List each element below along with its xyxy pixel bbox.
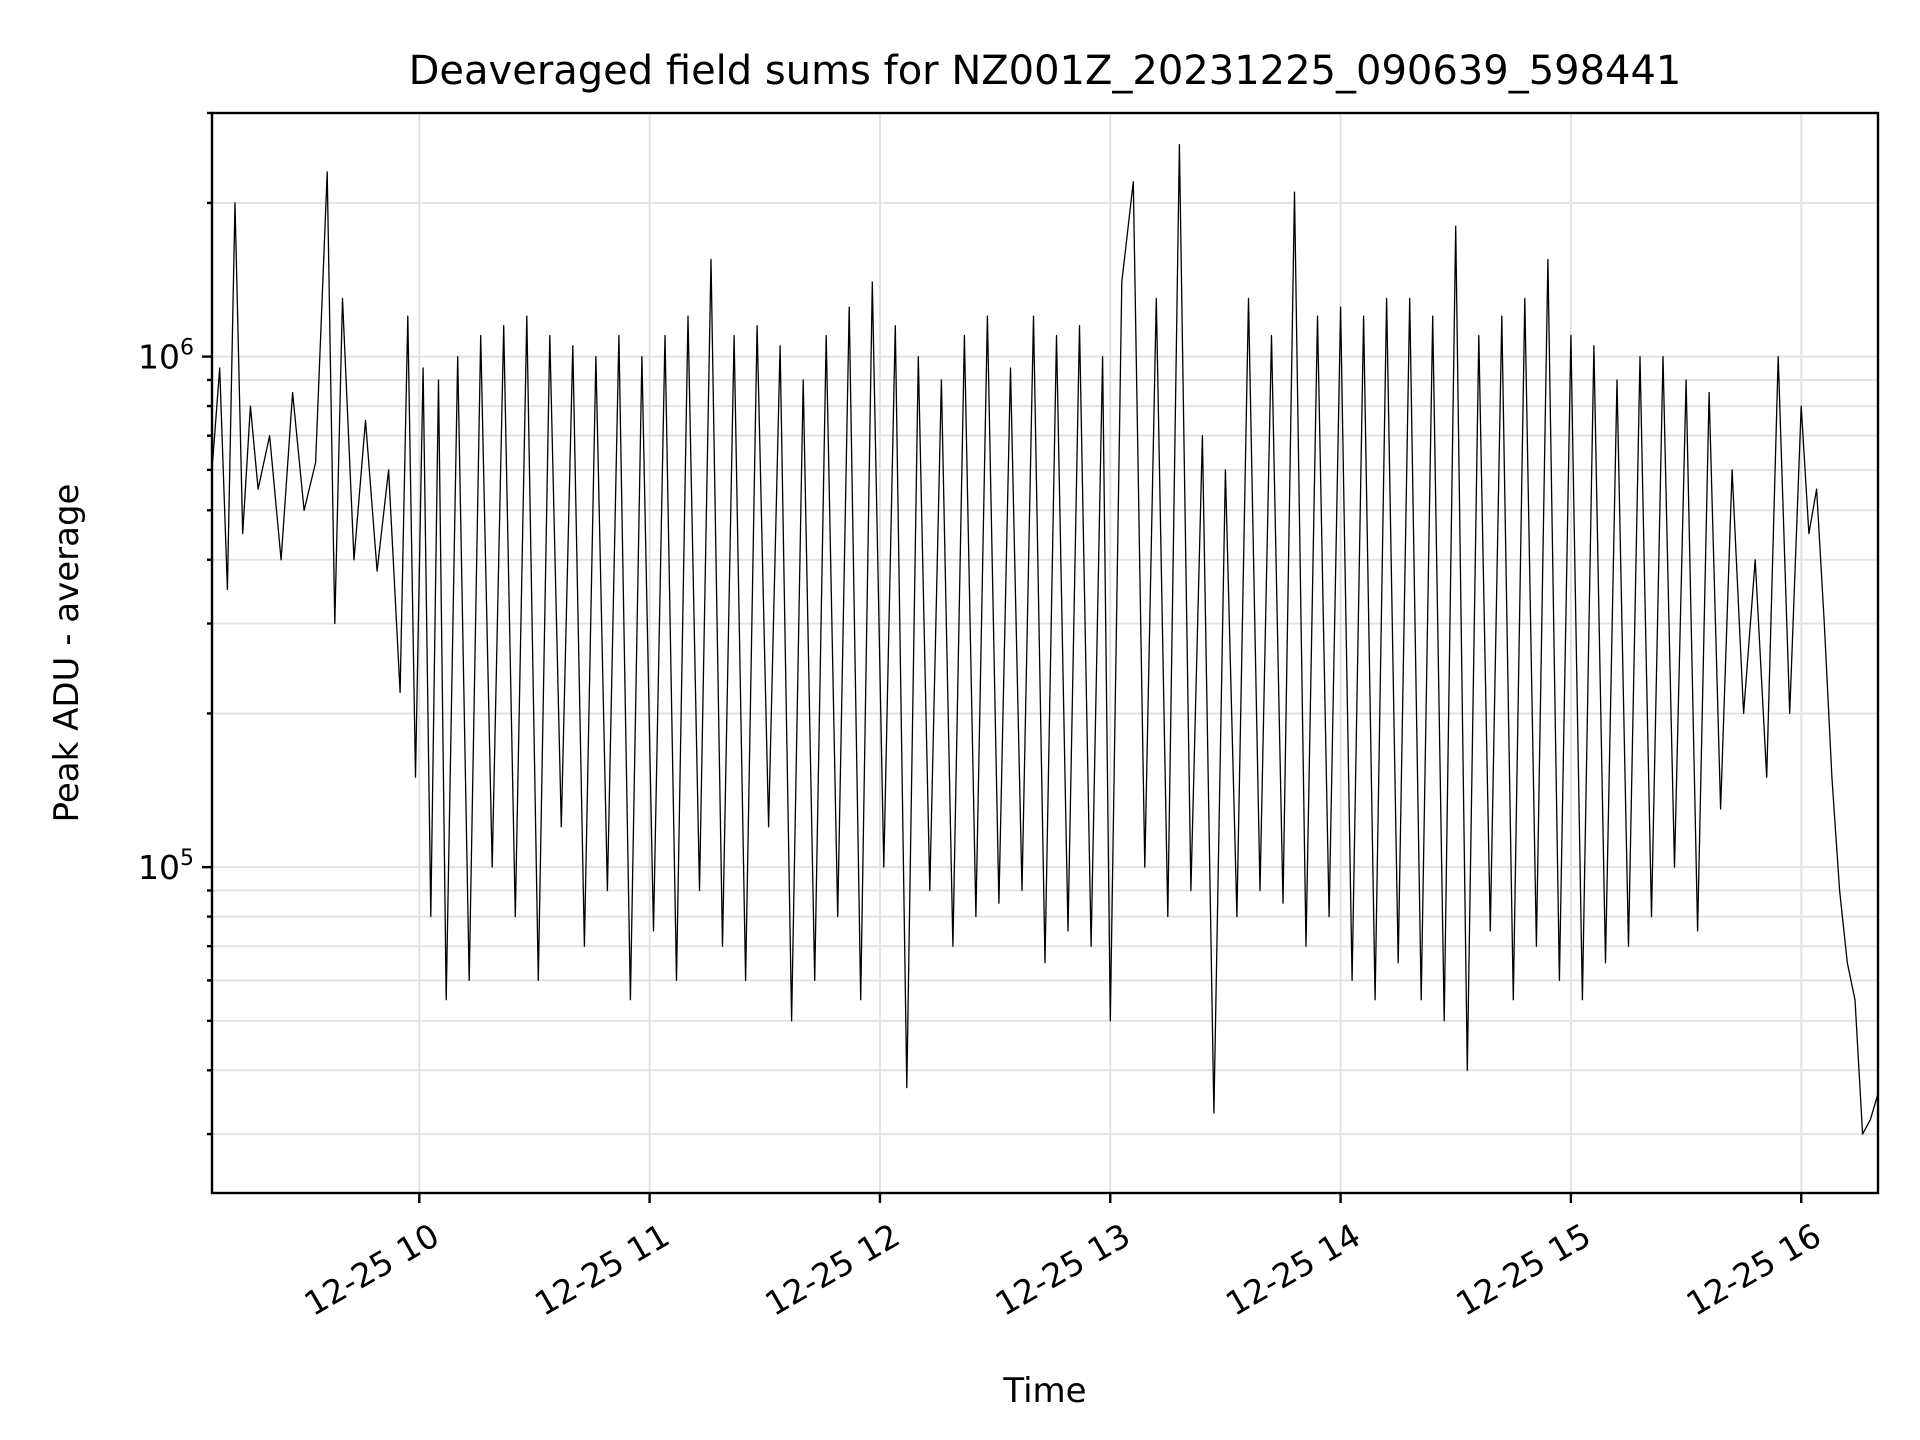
x-axis-ticks: 12-25 10 12-25 11 12-25 12 12-25 13 12-25 14… [298, 1193, 1828, 1324]
y-tick-label: 105 [138, 846, 194, 887]
x-tick-label: 12-25 12 [758, 1216, 906, 1324]
y-axis-label: Peak ADU - average [47, 484, 87, 823]
plot-frame [210, 111, 1880, 1195]
y-axis-ticks: 105 106 [138, 111, 212, 1136]
x-tick-label: 12-25 14 [1219, 1216, 1367, 1324]
chart-title: Deaveraged field sums for NZ001Z_2023122… [409, 48, 1682, 94]
x-tick-label: 12-25 10 [298, 1216, 446, 1324]
y-tick-label: 106 [138, 336, 194, 377]
x-tick-label: 12-25 11 [528, 1216, 676, 1324]
grid [212, 112, 1878, 1193]
x-tick-label: 12-25 13 [989, 1216, 1137, 1324]
x-axis-label: Time [1002, 1371, 1086, 1411]
x-tick-label: 12-25 16 [1680, 1216, 1828, 1324]
series-line [211, 144, 1879, 1135]
x-tick-label: 12-25 15 [1449, 1216, 1597, 1324]
